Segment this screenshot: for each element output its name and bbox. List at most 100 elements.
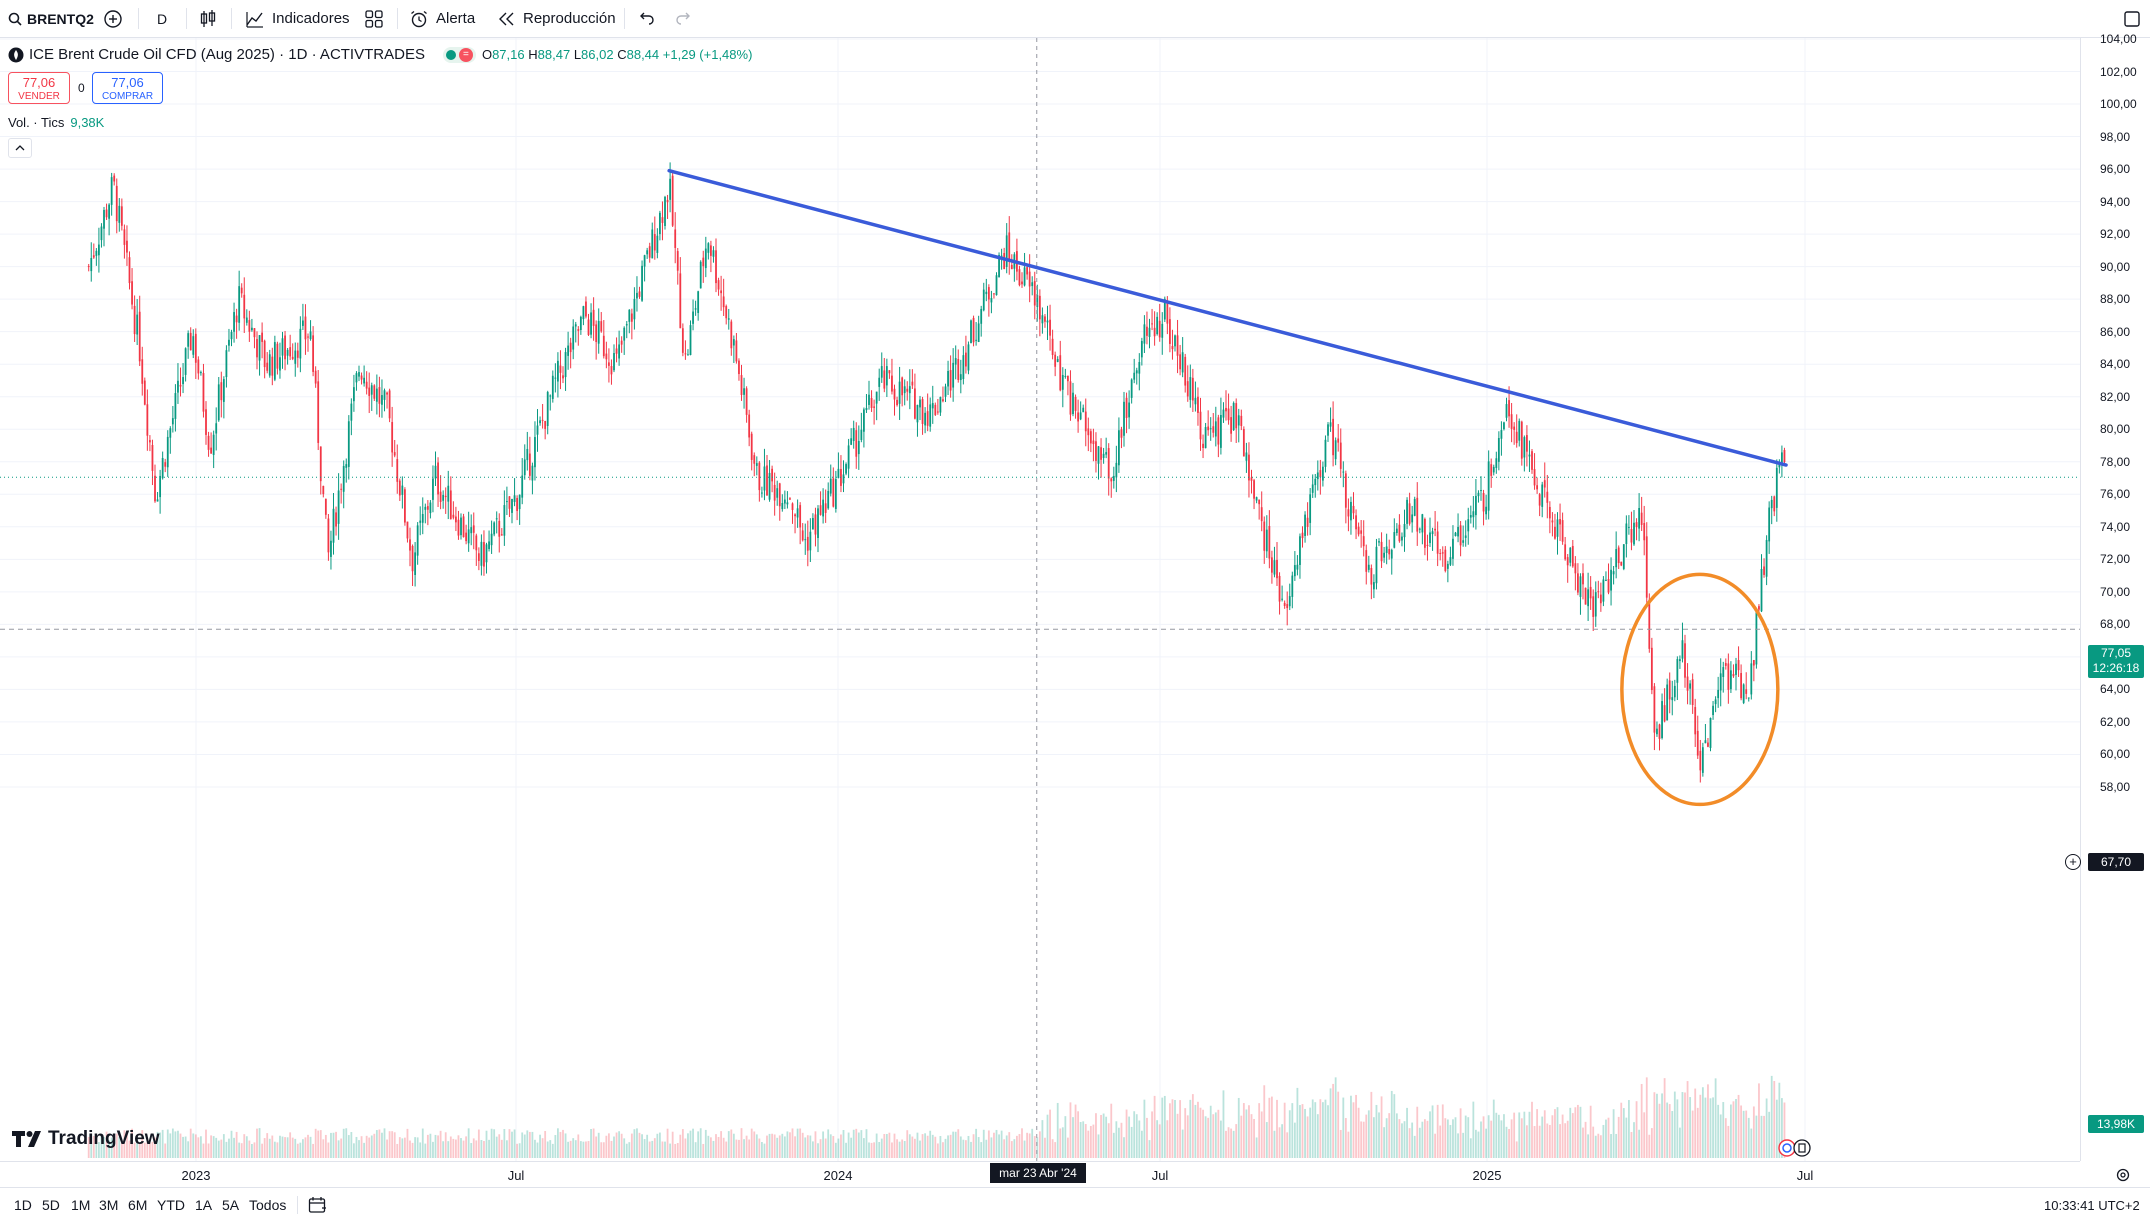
volume-bar bbox=[271, 1135, 274, 1158]
volume-bar bbox=[1712, 1097, 1714, 1158]
redo-button[interactable] bbox=[675, 0, 693, 37]
search-icon bbox=[8, 12, 22, 26]
volume-bar bbox=[763, 1143, 766, 1158]
candle-body bbox=[1271, 557, 1273, 573]
candle-body bbox=[911, 381, 914, 386]
candle-body bbox=[837, 468, 840, 478]
volume-bar bbox=[959, 1136, 962, 1158]
candle-body bbox=[671, 175, 674, 226]
candle-body bbox=[355, 373, 358, 383]
volume-bar bbox=[1781, 1098, 1783, 1158]
volume-bar bbox=[1189, 1099, 1192, 1158]
candle-body bbox=[648, 246, 651, 258]
price-label: 104,00 bbox=[2100, 32, 2137, 46]
volume-bar bbox=[975, 1128, 978, 1158]
volume-bar bbox=[1337, 1091, 1340, 1158]
volume-bar bbox=[235, 1131, 238, 1158]
range-1d-button[interactable]: 1D bbox=[14, 1197, 32, 1213]
candle-body bbox=[1628, 526, 1630, 528]
volume-bar bbox=[1250, 1114, 1253, 1158]
volume-bar bbox=[307, 1134, 309, 1158]
top-toolbar: BRENTQ2 D Indicadores Alerta Reproducció… bbox=[0, 0, 2150, 38]
candle-body bbox=[202, 373, 205, 412]
candle-body bbox=[1630, 529, 1633, 543]
candle-body bbox=[284, 335, 286, 360]
price-axis[interactable] bbox=[2080, 38, 2150, 1161]
range-1a-button[interactable]: 1A bbox=[195, 1197, 213, 1213]
candle-body bbox=[138, 311, 141, 362]
candle-body bbox=[1299, 536, 1301, 565]
add-alert-at-price-button[interactable]: + bbox=[2065, 854, 2081, 870]
range-6m-button[interactable]: 6M bbox=[128, 1197, 148, 1213]
indicators-button[interactable]: Indicadores bbox=[245, 0, 350, 37]
collapse-legend-button[interactable] bbox=[8, 138, 32, 158]
candle-body bbox=[942, 399, 944, 402]
volume-bar bbox=[123, 1130, 126, 1158]
candle-body bbox=[1434, 528, 1437, 531]
alert-button[interactable]: Alerta bbox=[409, 0, 475, 37]
candle-body bbox=[1605, 579, 1607, 581]
volume-bar bbox=[1752, 1106, 1755, 1158]
volume-bar bbox=[1701, 1087, 1704, 1158]
price-chart[interactable] bbox=[0, 38, 2080, 1161]
range-ytd-button[interactable]: YTD bbox=[157, 1197, 185, 1213]
settings-button[interactable] bbox=[2115, 1167, 2131, 1188]
range-1m-button[interactable]: 1M bbox=[71, 1197, 91, 1213]
candle-body bbox=[1760, 569, 1763, 612]
candle-body bbox=[1385, 546, 1388, 553]
volume-bar bbox=[1589, 1105, 1592, 1158]
candle-body bbox=[460, 517, 462, 536]
candle-body bbox=[235, 315, 238, 323]
volume-bar bbox=[916, 1132, 919, 1158]
candle-body bbox=[404, 489, 406, 523]
chart-badges[interactable] bbox=[1778, 1138, 1811, 1158]
templates-button[interactable] bbox=[364, 0, 384, 37]
buy-button[interactable]: 77,06 COMPRAR bbox=[92, 72, 163, 104]
candle-body bbox=[827, 490, 830, 509]
volume-bar bbox=[207, 1143, 210, 1158]
goto-date-button[interactable] bbox=[308, 1188, 328, 1222]
range-all-button[interactable]: Todos bbox=[249, 1197, 287, 1213]
interval-button[interactable]: D bbox=[157, 10, 168, 27]
candle-body bbox=[230, 332, 233, 340]
chart-pane[interactable] bbox=[0, 38, 2080, 1161]
volume-bar bbox=[1079, 1121, 1082, 1158]
tradingview-logo[interactable]: TradingView bbox=[12, 1128, 160, 1150]
candle-body bbox=[1237, 415, 1240, 426]
candle-body bbox=[133, 305, 136, 335]
undo-button[interactable] bbox=[637, 0, 655, 37]
volume-bar bbox=[1026, 1132, 1029, 1158]
candle-body bbox=[1125, 397, 1128, 418]
time-axis[interactable] bbox=[0, 1161, 2080, 1187]
candle-body bbox=[493, 522, 496, 535]
range-5d-button[interactable]: 5D bbox=[42, 1197, 60, 1213]
volume-bar bbox=[628, 1142, 631, 1158]
candle-body bbox=[1296, 564, 1299, 570]
symbol-search-button[interactable]: BRENTQ2 bbox=[8, 0, 94, 37]
volume-bar bbox=[1296, 1087, 1299, 1158]
replay-button[interactable]: Reproducción bbox=[498, 0, 616, 37]
range-5a-button[interactable]: 5A bbox=[222, 1197, 240, 1213]
volume-bar bbox=[495, 1136, 498, 1158]
candle-body bbox=[1541, 484, 1544, 507]
compare-button[interactable] bbox=[103, 0, 123, 37]
volume-bar bbox=[1500, 1120, 1503, 1158]
market-status-pill[interactable]: = bbox=[442, 46, 476, 63]
volume-bar bbox=[750, 1128, 753, 1158]
volume-bar bbox=[1436, 1104, 1439, 1158]
candle-body bbox=[926, 411, 929, 426]
symbol-title[interactable]: ICE Brent Crude Oil CFD (Aug 2025) · 1D … bbox=[29, 46, 425, 63]
volume-bar bbox=[500, 1139, 503, 1158]
candle-body bbox=[1508, 400, 1510, 417]
sell-button[interactable]: 77,06 VENDER bbox=[8, 72, 70, 104]
volume-bar bbox=[465, 1136, 468, 1158]
chart-type-button[interactable] bbox=[199, 0, 217, 37]
volume-bar bbox=[911, 1136, 914, 1158]
candle-body bbox=[531, 465, 534, 481]
fullscreen-button[interactable] bbox=[2123, 0, 2141, 37]
volume-bar bbox=[1638, 1129, 1641, 1158]
clock-timezone[interactable]: 10:33:41 UTC+2 bbox=[2044, 1197, 2140, 1213]
range-3m-button[interactable]: 3M bbox=[99, 1197, 119, 1213]
candle-body bbox=[258, 335, 261, 361]
volume-bar bbox=[1459, 1108, 1462, 1158]
